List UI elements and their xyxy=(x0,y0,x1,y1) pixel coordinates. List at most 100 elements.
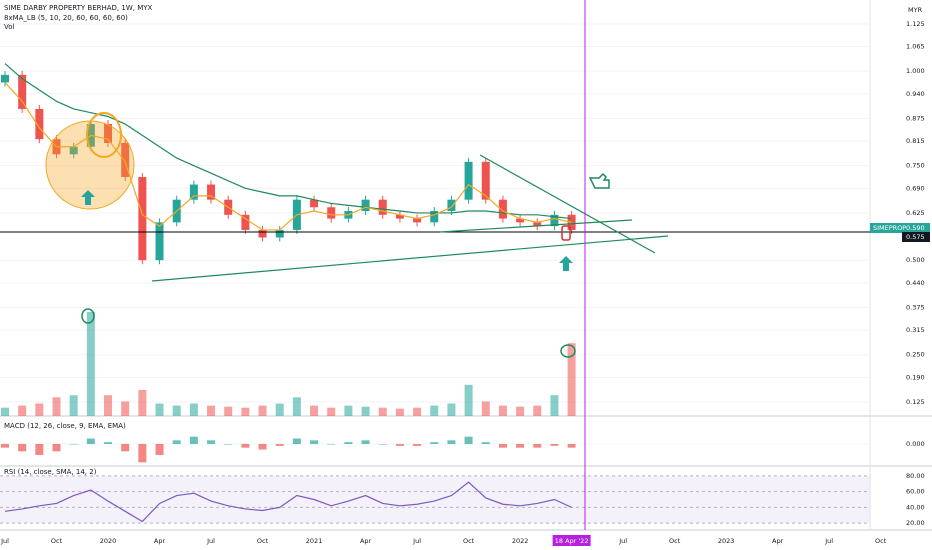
x-tick-label: Oct xyxy=(463,537,475,545)
price-tick-label: 1.065 xyxy=(906,43,925,51)
price-tick-label: 0.625 xyxy=(906,209,925,217)
volume-bar xyxy=(104,395,113,416)
volume-bar xyxy=(464,384,473,416)
price-tick-label: 1.000 xyxy=(906,67,925,75)
x-tick-label: 2023 xyxy=(718,537,735,545)
macd-bar xyxy=(224,444,233,445)
volume-bar xyxy=(52,397,61,416)
candle xyxy=(207,184,216,200)
rsi-tick-label: 80.00 xyxy=(906,472,925,480)
moving-average xyxy=(4,82,572,231)
price-tick-label: 0.125 xyxy=(906,398,925,406)
crosshair-time-tag xyxy=(552,535,591,546)
price-tick-label: 0.750 xyxy=(906,162,925,170)
marks xyxy=(0,23,870,524)
candle xyxy=(464,161,473,200)
candle xyxy=(550,214,559,227)
volume-bar xyxy=(18,405,27,416)
macd-bar xyxy=(310,440,319,444)
last-price-label: 0.590 xyxy=(906,224,925,232)
macd-bar xyxy=(35,444,44,455)
volume-label: Vol xyxy=(4,23,15,31)
rsi-line xyxy=(4,481,572,523)
x-tick-label: 2022 xyxy=(512,537,529,545)
currency-label: MYR xyxy=(908,6,923,14)
macd-bar xyxy=(481,442,490,444)
volume-bar xyxy=(189,403,198,416)
volume-bar xyxy=(1,407,9,416)
candle xyxy=(1,74,9,83)
candle xyxy=(69,146,78,155)
volume-bar xyxy=(447,403,456,416)
macd-bar xyxy=(258,444,267,450)
volume-bar xyxy=(516,406,525,416)
volume-bar xyxy=(550,395,559,416)
macd-bar xyxy=(413,444,422,446)
hand-icon xyxy=(588,172,610,189)
volume-bar xyxy=(155,403,164,416)
macd-bar xyxy=(447,440,456,444)
candle xyxy=(327,207,336,219)
volume-bar xyxy=(86,312,95,416)
macd-bar xyxy=(378,444,387,445)
candle xyxy=(361,199,370,212)
x-tick-label: 2020 xyxy=(100,537,117,545)
highlight-ellipse xyxy=(560,344,576,358)
volume-bar xyxy=(533,405,542,416)
x-tick-label: Oct xyxy=(669,537,681,545)
price-tick-label: 0.875 xyxy=(906,114,925,122)
candle xyxy=(481,161,490,200)
candle xyxy=(498,199,507,219)
rsi-band xyxy=(0,476,870,523)
candle xyxy=(310,199,319,208)
macd-bar xyxy=(567,444,576,448)
macd-bar xyxy=(361,440,370,444)
candle xyxy=(121,142,130,177)
volume-bar xyxy=(292,397,301,416)
x-tick-label: Apr xyxy=(154,537,166,545)
price-tick-label: 0.500 xyxy=(906,256,925,264)
macd-bar xyxy=(327,444,336,445)
rsi-tick-label: 40.00 xyxy=(906,503,925,511)
price-tick-label: 0.190 xyxy=(906,373,925,381)
candle xyxy=(430,211,439,223)
volume-bar xyxy=(172,405,181,416)
x-tick-label: Oct xyxy=(875,537,887,545)
price-tick-label: 0.815 xyxy=(906,137,925,145)
symbol-tag xyxy=(870,223,902,233)
price-tick-label: 0.315 xyxy=(906,326,925,334)
macd-bar xyxy=(550,444,559,446)
macd-bar xyxy=(395,444,404,446)
price-tick-label: 0.690 xyxy=(906,184,925,192)
volume-bar xyxy=(344,405,353,416)
volume-bar xyxy=(378,407,387,416)
macd-bar xyxy=(430,442,439,444)
candle xyxy=(447,199,456,212)
macd-bar xyxy=(52,444,61,452)
volume-bar xyxy=(430,405,439,416)
price-tick-label: 0.250 xyxy=(906,351,925,359)
candle xyxy=(189,184,198,200)
price-tick-label: 0.940 xyxy=(906,90,925,98)
volume-bar xyxy=(481,401,490,416)
x-tick-label: Oct xyxy=(51,537,63,545)
volume-bar xyxy=(275,403,284,416)
volume-bar xyxy=(567,343,576,416)
volume-bar xyxy=(395,408,404,416)
x-tick-label: 2021 xyxy=(306,537,323,545)
arrow-up xyxy=(559,256,573,271)
volume-bar xyxy=(258,405,267,416)
candle xyxy=(138,176,147,261)
volume-bar xyxy=(498,405,507,416)
trend-line xyxy=(151,235,669,282)
x-tick-label: Apr xyxy=(772,537,784,545)
trend-line xyxy=(479,154,656,254)
macd-bar xyxy=(172,440,181,444)
candle xyxy=(18,74,27,109)
candle xyxy=(275,229,284,238)
candle xyxy=(104,124,113,143)
macd-bar xyxy=(1,444,9,448)
macd-bar xyxy=(533,444,542,448)
highlight-ellipse xyxy=(86,112,122,158)
